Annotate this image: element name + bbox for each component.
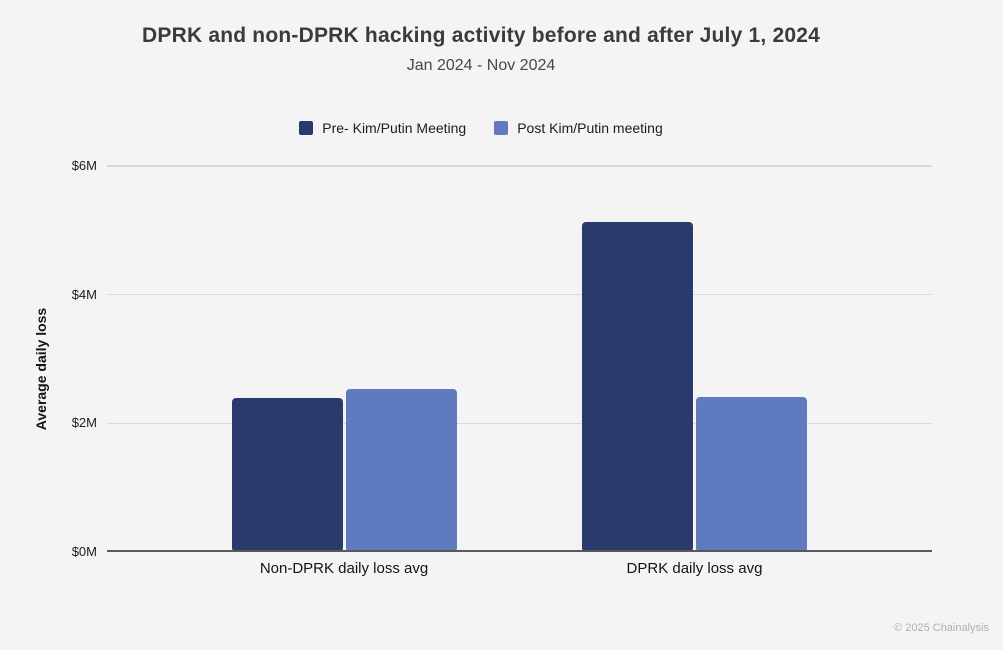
x-axis-line	[107, 550, 932, 552]
chart-title: DPRK and non-DPRK hacking activity befor…	[142, 24, 820, 47]
legend-label-pre: Pre- Kim/Putin Meeting	[322, 120, 467, 136]
legend-swatch-post-icon	[494, 121, 509, 135]
y-tick-label: $6M	[71, 158, 97, 173]
bar-post-non-dprk	[345, 389, 457, 552]
plot-area: Non-DPRK daily loss avg DPRK daily loss …	[107, 165, 932, 577]
y-axis-tick-labels: $0M $2M $4M $6M	[0, 158, 97, 559]
x-category-label-nondprk: Non-DPRK daily loss avg	[259, 560, 429, 577]
gridline	[107, 422, 932, 425]
y-tick-label: $2M	[71, 415, 97, 431]
legend-label-post: Post Kim/Putin meeting	[517, 120, 663, 136]
bar-post-dprk	[695, 396, 807, 552]
legend-swatch-pre-icon	[299, 121, 314, 135]
legend-item-pre-meeting: Pre- Kim/Putin Meeting	[299, 120, 466, 136]
bar-pre-dprk	[581, 221, 693, 552]
legend: Pre- Kim/Putin Meeting Post Kim/Putin me…	[0, 120, 962, 136]
y-tick-label: $0M	[71, 544, 97, 559]
gridline	[107, 293, 932, 296]
gridline	[107, 165, 932, 167]
y-tick-label: $4M	[71, 286, 97, 302]
legend-item-post-meeting: Post Kim/Putin meeting	[494, 120, 663, 136]
x-category-label-dprk: DPRK daily loss avg	[626, 560, 763, 577]
chart-subtitle: Jan 2024 - Nov 2024	[406, 57, 556, 74]
bar-pre-non-dprk	[231, 397, 343, 552]
copyright-credit: © 2025 Chainalysis	[894, 622, 989, 634]
